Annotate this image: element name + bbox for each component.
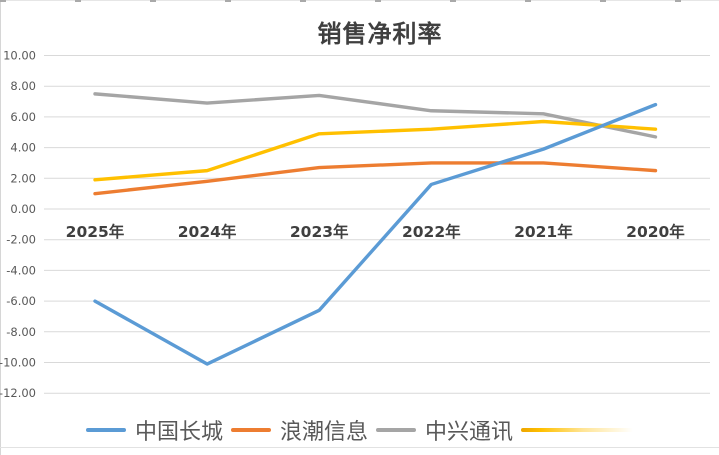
top-edge-tick [525,0,531,2]
top-edge-tick [600,0,606,2]
top-edge-tick [150,0,156,2]
legend-line-swatch-2 [230,428,271,432]
y-axis-tick-label: 10.00 [3,49,36,63]
x-axis-category-label: 2024年 [178,222,237,241]
legend-item-4[interactable] [521,428,634,432]
top-edge-tick [0,0,6,2]
series-line-1[interactable] [93,102,658,366]
y-axis-tick-label: 0.00 [10,202,36,216]
y-axis-tick-label: -4.00 [6,263,36,277]
x-axis-category-label: 2020年 [626,222,685,241]
y-axis-tick-label: -12.00 [0,386,36,400]
legend-item-1[interactable]: 中国长城 [85,414,223,446]
legend-line-swatch-1 [85,428,126,432]
top-edge-tick [675,0,681,2]
bottom-border-line [0,447,719,448]
legend-line-swatch-3 [376,428,416,432]
chart-legend: 中国长城 浪潮信息 中兴通讯 [0,412,719,448]
top-edge-tick [225,0,231,2]
chart-title[interactable]: 销售净利率 [317,20,443,48]
legend-item-3[interactable]: 中兴通讯 [376,414,513,446]
series-line-2[interactable] [93,161,658,196]
legend-label-1: 中国长城 [134,420,223,445]
y-axis-tick-label: 8.00 [10,79,36,93]
series-line-4[interactable] [93,119,658,182]
legend-line-swatch-4 [521,428,634,432]
y-axis-tick-label: -2.00 [6,233,36,247]
top-edge-tick [300,0,306,2]
y-axis-tick-label: 4.00 [10,141,36,155]
top-border-line [0,0,719,1]
x-axis-category-label: 2022年 [402,222,461,241]
left-border-line [0,0,1,455]
legend-item-2[interactable]: 浪潮信息 [230,414,368,446]
y-axis-tick-label: 2.00 [10,171,36,185]
x-axis-category-label: 2023年 [290,222,349,241]
top-edge-tick [450,0,456,2]
y-axis-tick-label: -6.00 [6,294,36,308]
series-line-3[interactable] [93,92,658,139]
x-axis-category-label: 2025年 [66,222,125,241]
y-axis-tick-label: -8.00 [6,325,36,339]
y-axis-tick-label: -10.00 [0,356,36,370]
legend-label-2: 浪潮信息 [279,420,368,445]
x-axis-category-label: 2021年 [514,222,573,241]
top-edge-tick [375,0,381,2]
legend-label-3: 中兴通讯 [425,420,514,445]
top-edge-tick [75,0,81,2]
y-axis-tick-label: 6.00 [10,110,36,124]
